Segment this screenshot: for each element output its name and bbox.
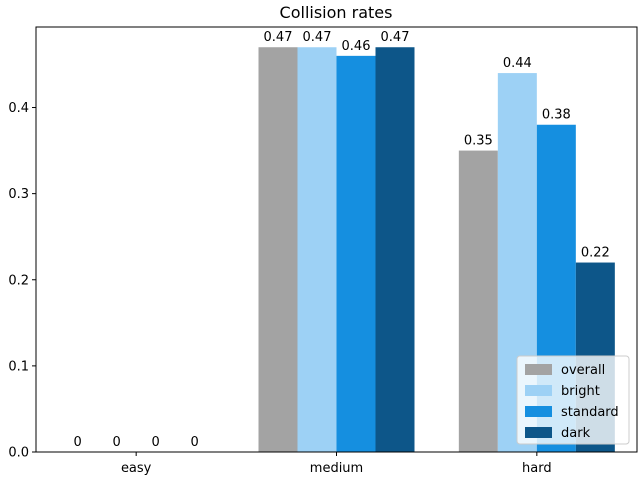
x-tick-label-easy: easy: [121, 461, 152, 476]
y-tick-label-2: 0.2: [8, 273, 29, 288]
legend-swatch-dark: [525, 427, 552, 438]
bar-overall-hard: [458, 150, 498, 453]
legend-swatch-standard: [525, 406, 552, 417]
data-label-standard-hard: 0.38: [542, 108, 571, 123]
bar-overall-medium: [258, 47, 298, 452]
data-label-standard-easy: 0: [152, 435, 160, 450]
legend-label-bright: bright: [561, 384, 600, 399]
legend: overall bright standard dark: [516, 355, 630, 445]
data-label-standard-medium: 0.46: [342, 39, 371, 54]
bar-dark-medium: [375, 47, 415, 452]
x-tick-label-medium: medium: [310, 461, 363, 476]
data-label-bright-hard: 0.44: [503, 56, 532, 71]
y-tick-label-1: 0.1: [8, 359, 29, 374]
legend-swatch-bright: [525, 385, 552, 396]
bar-standard-medium: [336, 55, 376, 453]
data-label-dark-easy: 0: [191, 435, 199, 450]
y-tick-label-0: 0.0: [8, 446, 29, 461]
data-label-dark-medium: 0.47: [381, 30, 410, 45]
data-label-overall-hard: 0.35: [464, 134, 493, 149]
bar-bright-medium: [297, 47, 337, 452]
legend-swatch-overall: [525, 364, 552, 375]
data-label-dark-hard: 0.22: [581, 246, 610, 261]
y-tick-label-4: 0.4: [8, 101, 29, 116]
data-label-overall-easy: 0: [74, 435, 82, 450]
data-label-overall-medium: 0.47: [264, 30, 293, 45]
data-label-bright-easy: 0: [113, 435, 121, 450]
chart-title: Collision rates: [280, 3, 393, 22]
legend-label-dark: dark: [561, 426, 591, 441]
data-label-bright-medium: 0.47: [303, 30, 332, 45]
legend-label-standard: standard: [561, 405, 619, 420]
x-tick-label-hard: hard: [522, 461, 552, 476]
legend-box: [516, 355, 630, 445]
legend-label-overall: overall: [561, 363, 605, 378]
y-tick-label-3: 0.3: [8, 187, 29, 202]
axes-frame: [35, 26, 638, 453]
